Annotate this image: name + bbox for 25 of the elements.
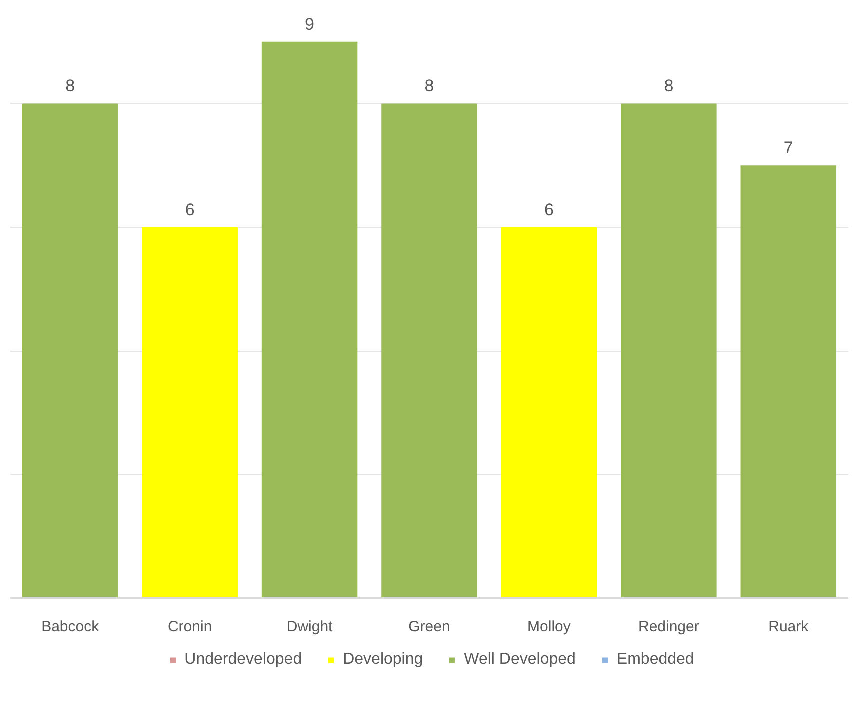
bar	[740, 166, 837, 598]
x-tick-label: Babcock	[42, 618, 100, 636]
data-label: 8	[664, 76, 674, 96]
bar	[621, 104, 717, 598]
x-tick-label: Redinger	[638, 618, 700, 636]
legend-label: Embedded	[616, 651, 694, 669]
legend-label: Underdeveloped	[184, 651, 302, 669]
legend-label: Developing	[343, 651, 424, 669]
x-tick-label: Dwight	[286, 618, 334, 636]
bar	[382, 104, 478, 598]
bar	[22, 104, 118, 598]
bar	[142, 227, 238, 598]
x-tick-label: Ruark	[768, 618, 810, 636]
data-label: 9	[305, 14, 315, 34]
legend-label: Well Developed	[464, 651, 576, 669]
x-tick-label: Cronin	[168, 618, 212, 636]
data-label: 7	[784, 138, 794, 158]
data-label: 8	[424, 76, 434, 96]
bar	[501, 227, 598, 598]
x-tick-label: Molloy	[528, 618, 572, 636]
bar	[262, 42, 358, 598]
data-label: 8	[66, 76, 76, 96]
data-label: 6	[185, 200, 195, 220]
x-tick-label: Green	[408, 618, 450, 636]
data-label: 6	[544, 200, 554, 220]
